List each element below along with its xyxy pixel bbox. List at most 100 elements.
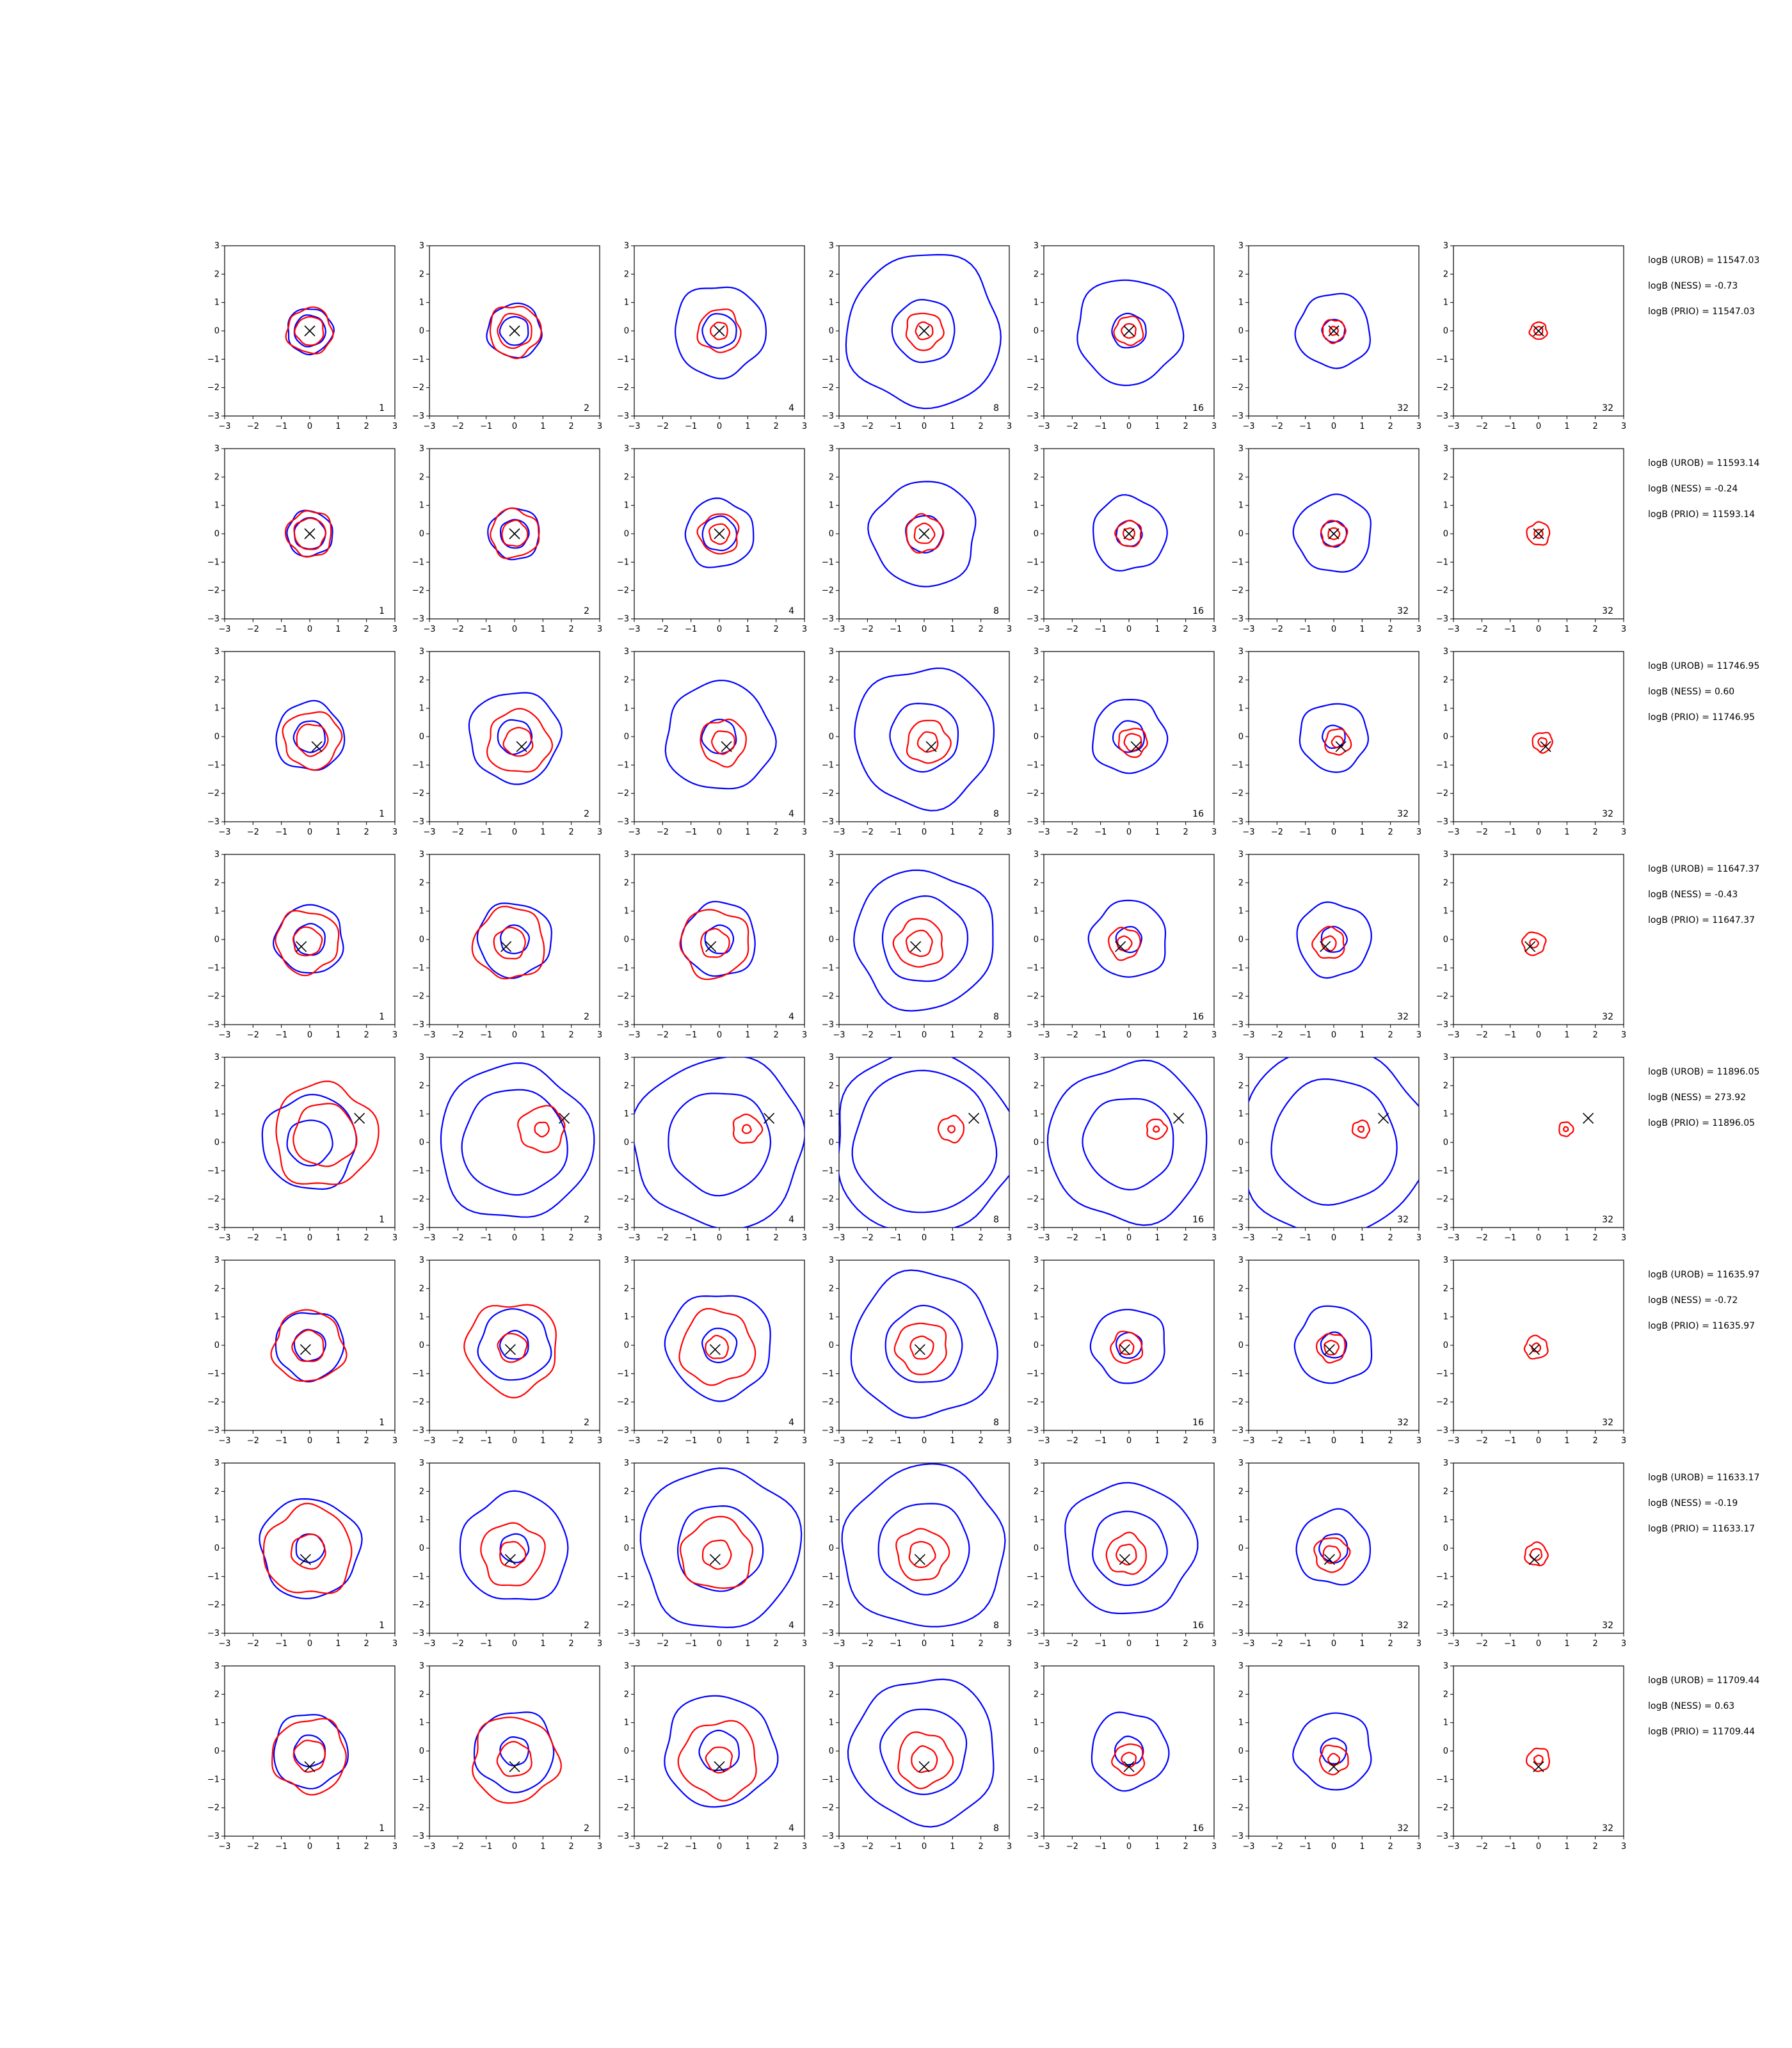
y-tick-label: 0 [1443, 326, 1448, 336]
true-position-marker [914, 1344, 925, 1356]
x-tick-label: 3 [1212, 625, 1217, 634]
true-position-marker [925, 740, 937, 753]
x-tick-label: 2 [569, 1436, 574, 1446]
red-outer-contour [906, 513, 945, 554]
panel-count-label: 8 [993, 403, 999, 413]
y-tick-label: 0 [1238, 529, 1244, 539]
axes-frame [1043, 651, 1215, 822]
y-tick-label: 3 [1034, 647, 1039, 657]
x-tick-label: 3 [1212, 1436, 1217, 1446]
true-position-marker [509, 528, 520, 540]
panel-r8-c5: −3−3 −2 −2 −1 −1 0 0 1 1 2 2 3 3 16 [1027, 1661, 1217, 1852]
true-position-marker [296, 941, 307, 952]
x-tick-label: 1 [335, 1639, 340, 1649]
panel-count-label: 16 [1192, 1620, 1204, 1631]
true-position-marker [300, 1344, 311, 1356]
y-tick-label: 0 [214, 1138, 220, 1148]
y-tick-label: 0 [214, 529, 220, 539]
x-tick-label: 3 [1007, 1233, 1012, 1243]
red-inner-contour [502, 726, 534, 757]
x-tick-label: 2 [774, 1436, 779, 1446]
y-tick-label: −1 [617, 557, 629, 567]
x-tick-label: 1 [1564, 1030, 1569, 1040]
y-tick-label: 0 [214, 326, 220, 336]
blue-outer-contour [664, 679, 777, 790]
panel-r2-c5: −3−3 −2 −2 −1 −1 0 0 1 1 2 2 3 3 16 [1027, 444, 1217, 634]
x-tick-label: −1 [1504, 1233, 1516, 1243]
row-stat-2: logB (NESS) = -0.43 [1648, 890, 1738, 900]
y-tick-label: 3 [829, 647, 834, 657]
y-tick-label: −3 [1231, 614, 1244, 624]
y-tick-label: −1 [412, 1572, 424, 1581]
true-position-marker [516, 740, 527, 753]
y-tick-label: 1 [829, 1718, 834, 1728]
y-tick-label: 0 [214, 732, 220, 742]
y-tick-label: −2 [1027, 1601, 1039, 1610]
y-tick-label: −3 [1027, 1223, 1039, 1233]
x-tick-label: 2 [569, 1233, 574, 1243]
y-tick-label: 2 [419, 1081, 424, 1091]
blue-inner-contour [1092, 1510, 1168, 1587]
y-tick-label: 3 [1443, 850, 1448, 860]
y-tick-label: −1 [822, 355, 834, 364]
panel-count-label: 32 [1397, 606, 1409, 616]
y-tick-label: −2 [412, 586, 424, 596]
x-tick-label: 3 [597, 1639, 602, 1649]
x-tick-label: 3 [1621, 1030, 1626, 1040]
blue-outer-contour [473, 1711, 555, 1793]
blue-inner-contour [292, 923, 326, 956]
blue-inner-contour [1111, 312, 1147, 349]
y-tick-label: −1 [1231, 963, 1244, 973]
y-tick-label: −1 [1436, 557, 1448, 567]
x-tick-label: −1 [1299, 1842, 1311, 1852]
y-tick-label: 0 [1238, 935, 1244, 945]
true-position-marker [1533, 528, 1544, 540]
y-tick-label: 2 [1034, 1284, 1039, 1293]
y-tick-label: 1 [214, 907, 220, 916]
x-tick-label: 3 [392, 1639, 397, 1649]
red-outer-contour [937, 1114, 964, 1144]
x-tick-label: −2 [452, 625, 464, 634]
red-outer-contour [1318, 1744, 1349, 1776]
x-tick-label: 0 [307, 1233, 312, 1243]
red-inner-contour [915, 321, 934, 340]
x-tick-label: 2 [569, 625, 574, 634]
true-position-marker [1123, 325, 1135, 337]
y-tick-label: 0 [1443, 935, 1448, 945]
x-tick-label: 1 [1359, 1639, 1364, 1649]
x-tick-label: 2 [1183, 422, 1188, 431]
y-tick-label: 2 [1238, 472, 1244, 482]
blue-inner-contour [292, 720, 326, 753]
x-tick-label: 2 [979, 1030, 984, 1040]
panel-count-label: 32 [1602, 1823, 1613, 1834]
x-tick-label: 1 [540, 625, 545, 634]
true-position-marker [354, 1112, 365, 1124]
x-tick-label: −1 [480, 828, 492, 837]
y-tick-label: 3 [419, 444, 424, 454]
x-tick-label: −3 [1447, 1842, 1459, 1852]
x-tick-label: −2 [657, 1030, 669, 1040]
x-tick-label: −1 [275, 1436, 287, 1446]
panel-count-label: 8 [993, 1620, 999, 1631]
panel-r6-c7: −3−3 −2 −2 −1 −1 0 0 1 1 2 2 3 3 32 [1436, 1256, 1626, 1446]
x-tick-label: 0 [1536, 422, 1541, 431]
axes-frame [1453, 1462, 1624, 1634]
y-tick-label: 3 [419, 1661, 424, 1671]
y-tick-label: −2 [1027, 383, 1039, 393]
y-tick-label: −1 [1027, 963, 1039, 973]
x-tick-label: −3 [1037, 1639, 1050, 1649]
x-tick-label: 2 [1593, 625, 1598, 634]
true-position-marker [1115, 941, 1126, 952]
red-outer-contour [1110, 1331, 1144, 1364]
row-stat-3: logB (PRIO) = 11709.44 [1648, 1727, 1755, 1737]
x-tick-label: −1 [1094, 1639, 1107, 1649]
x-tick-label: 3 [1416, 1639, 1421, 1649]
y-tick-label: −2 [207, 789, 220, 799]
x-tick-label: 3 [1212, 1842, 1217, 1852]
